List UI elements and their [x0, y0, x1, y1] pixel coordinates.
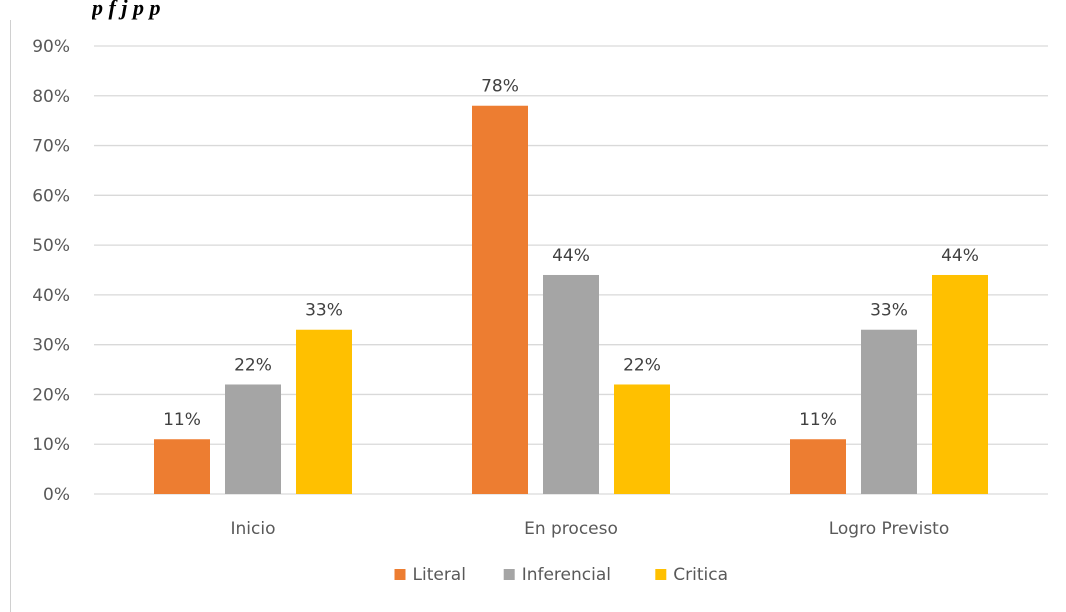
legend-swatch-literal: [394, 569, 406, 580]
legend-swatch-critica: [655, 569, 667, 580]
y-tick-label: 60%: [32, 186, 70, 206]
caption-fragment: p f j p p: [92, 0, 161, 20]
x-category-label: En proceso: [524, 519, 618, 539]
bar-literal: [472, 105, 528, 494]
data-label: 78%: [481, 77, 519, 97]
y-tick-label: 70%: [32, 137, 70, 157]
y-tick-label: 40%: [32, 286, 70, 306]
data-labels: 11% 22% 33% 78% 44% 22% 11% 33% 44%: [163, 77, 979, 431]
y-tick-label: 50%: [32, 236, 70, 256]
bar-critica: [296, 329, 352, 494]
bars: [154, 105, 988, 494]
legend-label-inferencial: Inferencial: [522, 565, 611, 585]
y-tick-label: 20%: [32, 385, 70, 405]
y-tick-label: 10%: [32, 435, 70, 455]
legend-label-critica: Critica: [673, 565, 728, 585]
bar-inferencial: [861, 329, 917, 494]
legend-swatch-inferencial: [503, 569, 515, 580]
data-label: 11%: [799, 410, 837, 430]
data-label: 22%: [234, 355, 272, 375]
x-category-label: Inicio: [231, 519, 276, 539]
data-label: 33%: [305, 301, 343, 321]
x-category-label: Logro Previsto: [829, 519, 950, 539]
data-label: 11%: [163, 410, 201, 430]
y-tick-label: 80%: [32, 87, 70, 107]
bar-literal: [790, 439, 846, 494]
frame-border: [10, 20, 11, 612]
x-axis-categories: Inicio En proceso Logro Previsto: [231, 519, 950, 539]
data-label: 33%: [870, 301, 908, 321]
y-tick-label: 0%: [43, 485, 70, 505]
y-axis-ticks: 0% 10% 20% 30% 40% 50% 60% 70% 80% 90%: [32, 37, 70, 505]
y-tick-label: 90%: [32, 37, 70, 57]
bar-critica: [614, 384, 670, 494]
bar-critica: [932, 274, 988, 494]
bar-inferencial: [543, 274, 599, 494]
data-label: 44%: [941, 246, 979, 266]
bar-literal: [154, 439, 210, 494]
bar-inferencial: [225, 384, 281, 494]
data-label: 22%: [623, 355, 661, 375]
y-tick-label: 30%: [32, 336, 70, 356]
legend: Literal Inferencial Critica: [394, 565, 728, 585]
legend-label-literal: Literal: [413, 565, 466, 585]
data-label: 44%: [552, 246, 590, 266]
